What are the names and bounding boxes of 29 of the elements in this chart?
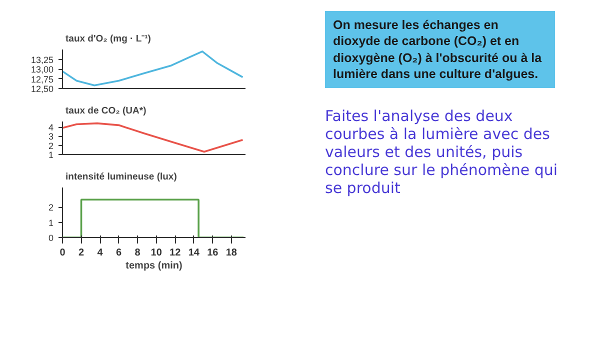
x-tick-label: 14 [188,248,200,258]
x-axis-title: temps (min) [126,260,182,272]
x-tick-label: 16 [207,248,219,258]
x-tick-label: 8 [134,248,141,258]
y-tick-label: 0 [48,233,54,243]
y-tick-label: 2 [48,202,54,213]
x-tick-label: 12 [170,248,182,258]
x-tick-label: 10 [150,248,162,258]
y-axis-title: intensité lumineuse (lux) [66,172,177,182]
y-tick-label: 12,50 [30,84,54,94]
y-tick-label: 12,75 [30,74,54,84]
y-tick-label: 13,00 [30,64,54,74]
y-tick-label: 1 [48,218,54,228]
y-tick-label: 3 [48,132,54,142]
y-axis-title: taux de CO₂ (UA*) [66,106,146,116]
x-tick-label: 6 [116,248,122,258]
x-tick-label: 4 [97,248,104,258]
line-series [62,50,244,86]
x-tick-label: 2 [78,248,84,258]
y-tick-label: 4 [48,122,54,132]
x-tick-label: 18 [226,248,238,258]
y-tick-label: 2 [48,140,54,151]
x-tick-label: 0 [60,248,66,258]
line-series [62,122,244,153]
y-axis-title: taux d'O₂ (mg · L⁻¹) [66,34,151,44]
text: Faites l'analyse des deux courbes à la lumière avec des valeurs et des unités, puis conclure sur le phénomène qui se produit [325,107,559,197]
y-tick-label: 13,25 [30,54,54,65]
y-tick-label: 1 [48,150,54,160]
text: On mesure les échanges en dioxyde de carbone (CO₂) et en dioxygène (O₂) à l'obscurité ou à la lumière dans une culture d'algues. [333,17,543,82]
